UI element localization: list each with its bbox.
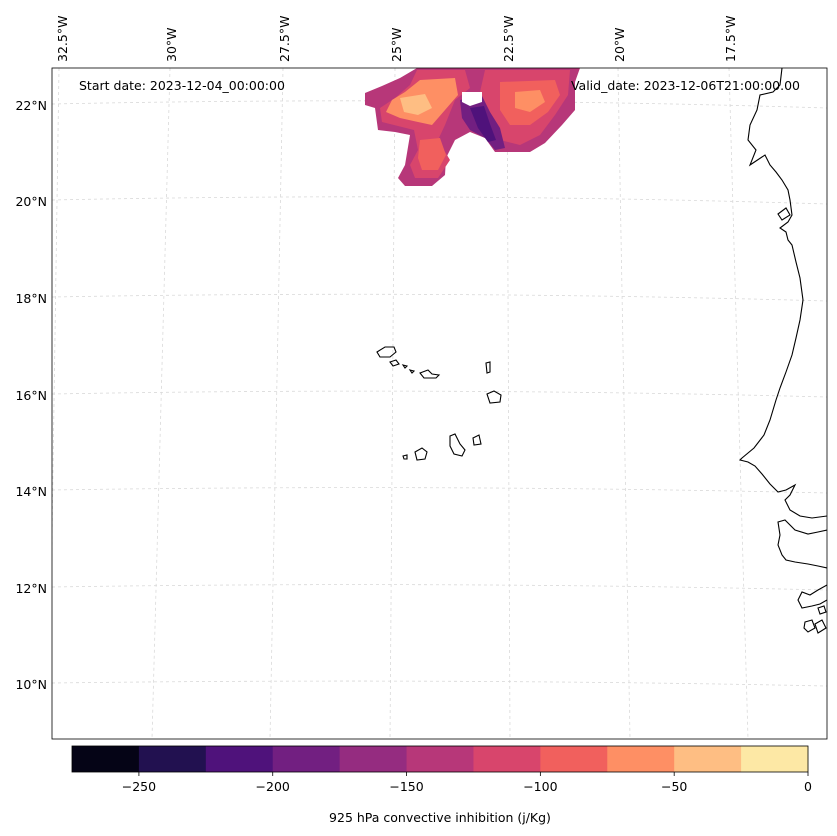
lat-label-10n: 10°N	[15, 677, 47, 692]
colorbar-tick-label: 0	[804, 779, 812, 794]
colorbar-swatch	[473, 746, 541, 772]
colorbar-frame	[71, 745, 809, 773]
coast-bijagos-2	[814, 619, 827, 634]
lat-label-20n: 20°N	[15, 194, 47, 209]
colorbar-tick-label: −200	[256, 779, 290, 794]
colorbar-swatch	[272, 746, 341, 772]
coast-bijagos	[803, 619, 816, 633]
longitude-labels: 32.5°W 30°W 27.5°W 25°W 22.5°W 20°W 17.5…	[55, 16, 738, 62]
lat-label-12n: 12°N	[15, 581, 47, 596]
lat-label-16n: 16°N	[15, 388, 47, 403]
latitude-labels: 22°N 20°N 18°N 16°N 14°N 12°N 10°N	[15, 98, 47, 692]
map-frame	[51, 67, 828, 740]
colorbar-swatch	[674, 746, 742, 772]
lon-label-22-5w: 22.5°W	[501, 16, 516, 62]
coast-senegal-islands	[777, 207, 791, 221]
colorbar-swatch	[741, 746, 809, 772]
coast-gambia-guinea	[777, 519, 827, 569]
cin-contour-gap	[462, 92, 482, 106]
island-boa-vista	[486, 390, 502, 404]
island-sao-vicente	[389, 359, 400, 367]
meridian-17-5w	[728, 68, 749, 739]
meridian-30w	[151, 68, 171, 739]
colorbar-swatch	[406, 746, 474, 772]
colorbar-swatch	[339, 746, 408, 772]
colorbar-tick-label: −100	[523, 779, 557, 794]
parallel-14n	[52, 487, 827, 494]
colorbar-swatch	[72, 746, 140, 772]
west-africa-coastline	[738, 68, 827, 634]
colorbar-tick-label: −150	[389, 779, 423, 794]
lat-label-14n: 14°N	[15, 484, 47, 499]
lon-label-17-5w: 17.5°W	[723, 16, 738, 62]
parallel-12n	[52, 584, 827, 591]
island-sao-nicolau	[408, 369, 416, 374]
lat-label-22n: 22°N	[15, 98, 47, 113]
island-maio	[472, 434, 482, 446]
lon-label-27-5w: 27.5°W	[277, 16, 292, 62]
coast-bijagos-3	[817, 605, 827, 615]
lon-label-32-5w: 32.5°W	[55, 16, 70, 62]
cin-contour-inner-east2	[515, 90, 545, 112]
island-santa-luzia	[401, 364, 409, 369]
colorbar-swatches	[72, 746, 809, 772]
lon-label-30w: 30°W	[164, 27, 179, 62]
cin-contour-south-light	[418, 138, 446, 170]
island-santiago	[449, 433, 466, 457]
graticule	[52, 68, 827, 739]
cin-contour-field	[365, 68, 580, 186]
map-area	[52, 68, 827, 739]
valid-date-label: Valid_date: 2023-12-06T21:00:00.00	[571, 78, 800, 93]
colorbar-swatch	[205, 746, 274, 772]
cin-contour-darkest-core	[470, 106, 496, 142]
island-sao-nicolau-main	[419, 369, 441, 379]
island-santo-antao	[376, 346, 397, 358]
colorbar-swatch	[138, 746, 207, 772]
meridian-22-5w	[506, 68, 511, 739]
colorbar-label: 925 hPa convective inhibition (j/Kg)	[329, 810, 551, 825]
lat-label-18n: 18°N	[15, 291, 47, 306]
cabo-verde-islands	[376, 346, 502, 461]
start-date-label: Start date: 2023-12-04_00:00:00	[79, 78, 285, 93]
colorbar-swatch	[540, 746, 608, 772]
colorbar-tick-label: −50	[661, 779, 687, 794]
colorbar-tick-label: −250	[122, 779, 156, 794]
colorbar-ticks: −250 −200 −150 −100 −50 0	[122, 772, 812, 794]
parallel-22n	[52, 100, 827, 109]
parallel-10n	[52, 680, 827, 687]
meridian-20w	[617, 68, 631, 739]
parallel-18n	[52, 293, 827, 302]
lon-label-20w: 20°W	[612, 27, 627, 62]
island-sal	[485, 361, 491, 374]
colorbar-swatch	[607, 746, 675, 772]
lon-label-25w: 25°W	[389, 27, 404, 62]
parallel-20n	[52, 196, 827, 205]
island-fogo	[414, 447, 428, 461]
island-brava	[402, 454, 408, 460]
coast-mauritania-senegal	[738, 68, 827, 519]
cin-contour-inner-west2	[400, 94, 432, 115]
meridian-25w	[389, 68, 396, 739]
parallel-16n	[52, 390, 827, 398]
colorbar: −250 −200 −150 −100 −50 0 925 hPa convective …	[71, 745, 812, 825]
meridian-27-5w	[269, 68, 284, 739]
coast-guinea-bissau	[797, 584, 827, 609]
